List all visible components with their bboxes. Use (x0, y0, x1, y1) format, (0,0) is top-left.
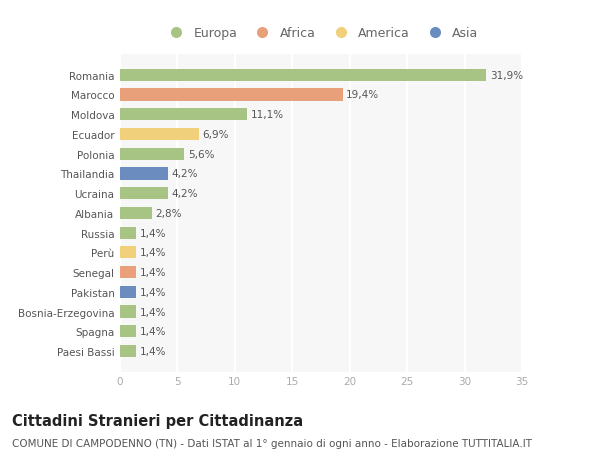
Text: 1,4%: 1,4% (140, 307, 166, 317)
Text: 11,1%: 11,1% (251, 110, 284, 120)
Text: 1,4%: 1,4% (140, 327, 166, 336)
Text: 19,4%: 19,4% (346, 90, 379, 100)
Bar (120, 325, 136, 338)
Text: 1,4%: 1,4% (140, 228, 166, 238)
Text: 1,4%: 1,4% (140, 346, 166, 356)
Bar (120, 129, 199, 141)
Text: 5,6%: 5,6% (188, 149, 214, 159)
Bar (120, 109, 247, 121)
Text: 4,2%: 4,2% (172, 169, 198, 179)
Legend: Europa, Africa, America, Asia: Europa, Africa, America, Asia (160, 23, 482, 44)
Bar (120, 345, 136, 358)
Bar (120, 168, 168, 180)
Bar (120, 247, 136, 259)
Text: 1,4%: 1,4% (140, 248, 166, 258)
Bar (120, 69, 487, 82)
Bar (120, 227, 136, 239)
Text: 1,4%: 1,4% (140, 287, 166, 297)
Bar (120, 148, 184, 161)
Bar (120, 266, 136, 279)
Text: 4,2%: 4,2% (172, 189, 198, 199)
Text: 6,9%: 6,9% (203, 130, 229, 140)
Text: 1,4%: 1,4% (140, 268, 166, 278)
Text: 2,8%: 2,8% (155, 208, 182, 218)
Text: COMUNE DI CAMPODENNO (TN) - Dati ISTAT al 1° gennaio di ogni anno - Elaborazione: COMUNE DI CAMPODENNO (TN) - Dati ISTAT a… (12, 438, 532, 448)
Text: Cittadini Stranieri per Cittadinanza: Cittadini Stranieri per Cittadinanza (12, 413, 303, 428)
Bar (120, 89, 343, 101)
Bar (120, 306, 136, 318)
Bar (120, 188, 168, 200)
Bar (120, 207, 152, 219)
Text: 31,9%: 31,9% (490, 71, 523, 81)
Bar (120, 286, 136, 298)
